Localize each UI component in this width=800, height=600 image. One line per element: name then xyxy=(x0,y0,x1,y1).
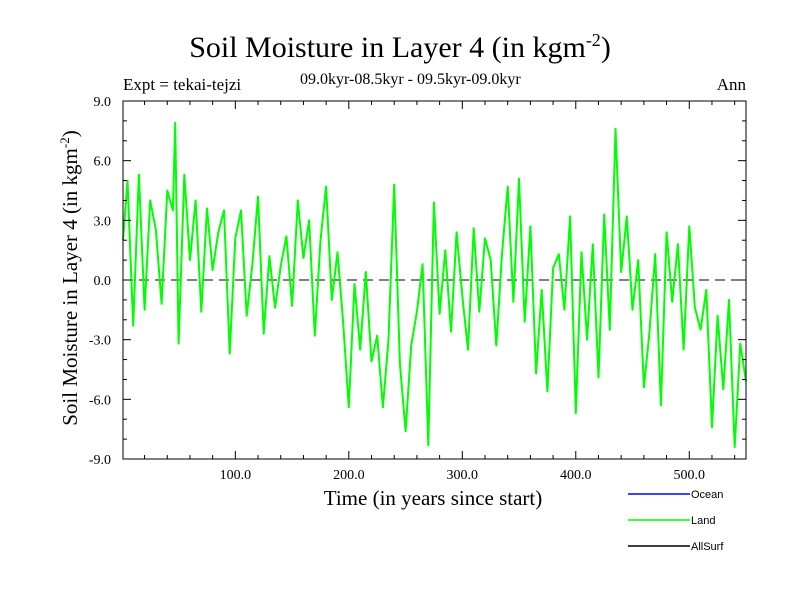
y-tick-label: -3.0 xyxy=(89,334,111,349)
y-tick-label: -9.0 xyxy=(89,453,111,468)
legend-label-land: Land xyxy=(691,515,715,527)
y-tick-label: 0.0 xyxy=(94,274,112,289)
x-tick-label: 500.0 xyxy=(674,468,706,483)
x-axis-label: Time (in years since start) xyxy=(323,486,543,510)
experiment-label: Expt = tekai-tejzi xyxy=(123,75,242,94)
period-label: 09.0kyr-08.5kyr - 09.5kyr-09.0kyr xyxy=(300,71,521,88)
x-tick-label: 300.0 xyxy=(447,468,479,483)
series-line-land xyxy=(122,121,747,449)
y-tick-label: 3.0 xyxy=(94,214,112,229)
x-tick-label: 100.0 xyxy=(220,468,252,483)
y-tick-label: -6.0 xyxy=(89,393,111,408)
season-label: Ann xyxy=(716,75,746,94)
y-tick-label: 9.0 xyxy=(94,95,112,110)
chart-title: Soil Moisture in Layer 4 (in kgm-2) xyxy=(189,30,611,64)
y-tick-label: 6.0 xyxy=(94,155,112,170)
x-tick-label: 400.0 xyxy=(560,468,592,483)
legend-label-allsurf: AllSurf xyxy=(691,541,724,553)
legend-label-ocean: Ocean xyxy=(691,489,723,501)
x-tick-label: 200.0 xyxy=(333,468,365,483)
